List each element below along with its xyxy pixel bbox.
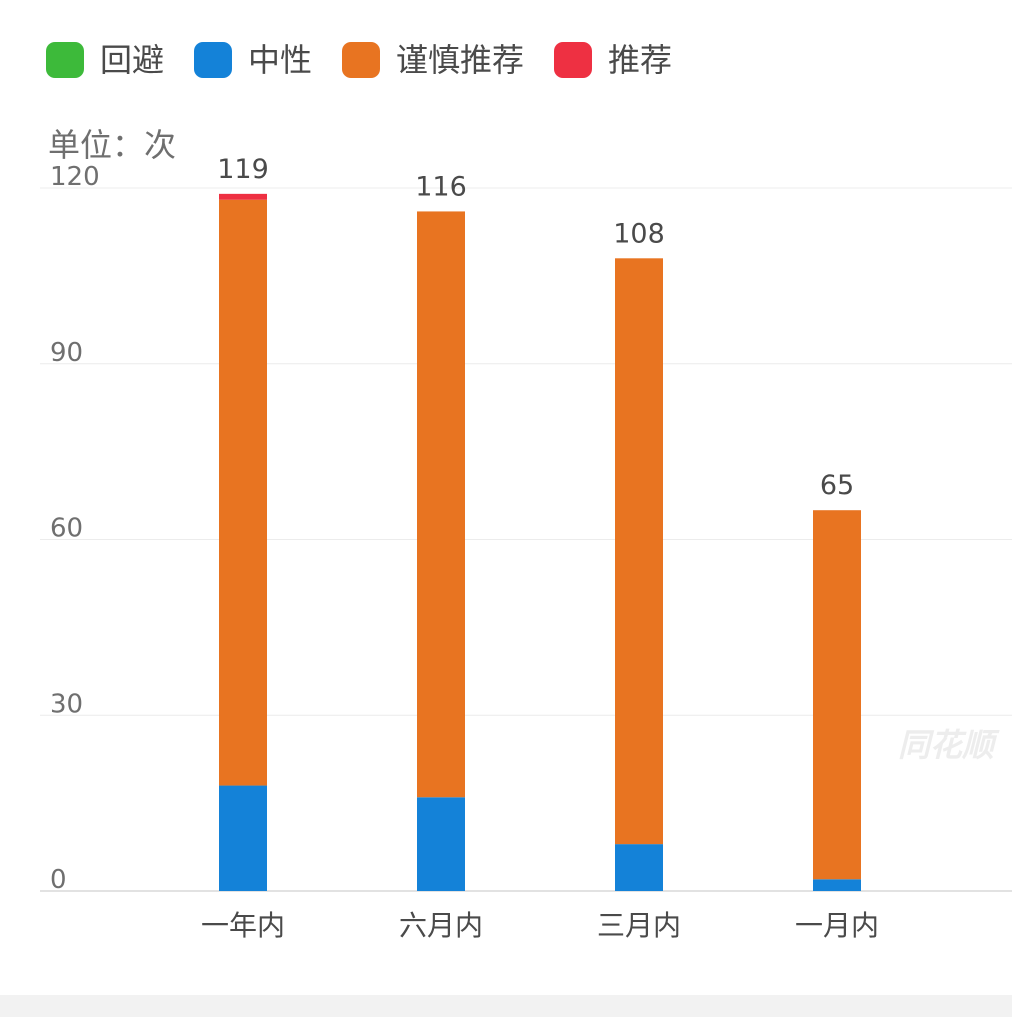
bar-total-label-3: 65 [820,470,854,501]
bar-segment-1-2[interactable] [417,211,465,798]
legend-swatch-recommend [554,42,593,78]
label-layer: 119 一年内 116 六月内 108 三月内 65 一月内 [201,154,879,942]
bar-segment-3-1[interactable] [813,879,861,891]
legend-item-recommend[interactable]: 推荐 [554,38,672,82]
bar-segment-2-1[interactable] [615,844,663,891]
legend-swatch-cautious-recommend [342,42,381,78]
legend-item-neutral[interactable]: 中性 [194,38,312,82]
y-tick-label-30: 30 [50,689,83,719]
bar-segment-0-3[interactable] [219,193,267,200]
bar-chart: 0 30 60 90 120 119 一年内 116 六月内 108 三月内 65 一月内 [40,154,1012,942]
y-tick-label-120: 120 [50,162,100,192]
bar-total-label-0: 119 [217,154,269,185]
bottom-band [0,995,1012,1017]
watermark-logo: 同花顺 [898,726,995,764]
bar-segment-1-1[interactable] [417,797,465,891]
bar-segment-2-2[interactable] [615,258,663,845]
legend-label-neutral: 中性 [248,41,313,79]
legend-swatch-neutral [194,42,233,78]
bar-segment-0-1[interactable] [219,785,267,891]
legend: 回避 中性 谨慎推荐 推荐 [46,38,702,82]
legend-item-cautious-recommend[interactable]: 谨慎推荐 [342,38,524,82]
x-tick-label-1: 六月内 [399,909,483,942]
bar-total-label-2: 108 [613,218,665,249]
legend-label-avoid: 回避 [100,41,165,79]
grid-layer [40,187,1012,892]
y-tick-label-0: 0 [50,865,67,895]
bar-total-label-1: 116 [415,171,467,202]
x-tick-label-2: 三月内 [597,909,681,942]
y-tick-label-90: 90 [50,338,83,368]
legend-label-cautious-recommend: 谨慎推荐 [396,41,525,79]
bar-layer [219,193,861,891]
y-tick-label-60: 60 [50,514,83,544]
y-axis: 0 30 60 90 120 [50,162,100,895]
bar-segment-0-2[interactable] [219,199,267,786]
legend-item-avoid[interactable]: 回避 [46,38,164,82]
x-tick-label-3: 一月内 [795,909,879,942]
legend-label-recommend: 推荐 [608,41,673,79]
x-tick-label-0: 一年内 [201,909,285,942]
legend-swatch-avoid [46,42,84,78]
unit-label: 单位：次 [48,126,177,164]
bar-segment-3-2[interactable] [813,510,861,880]
